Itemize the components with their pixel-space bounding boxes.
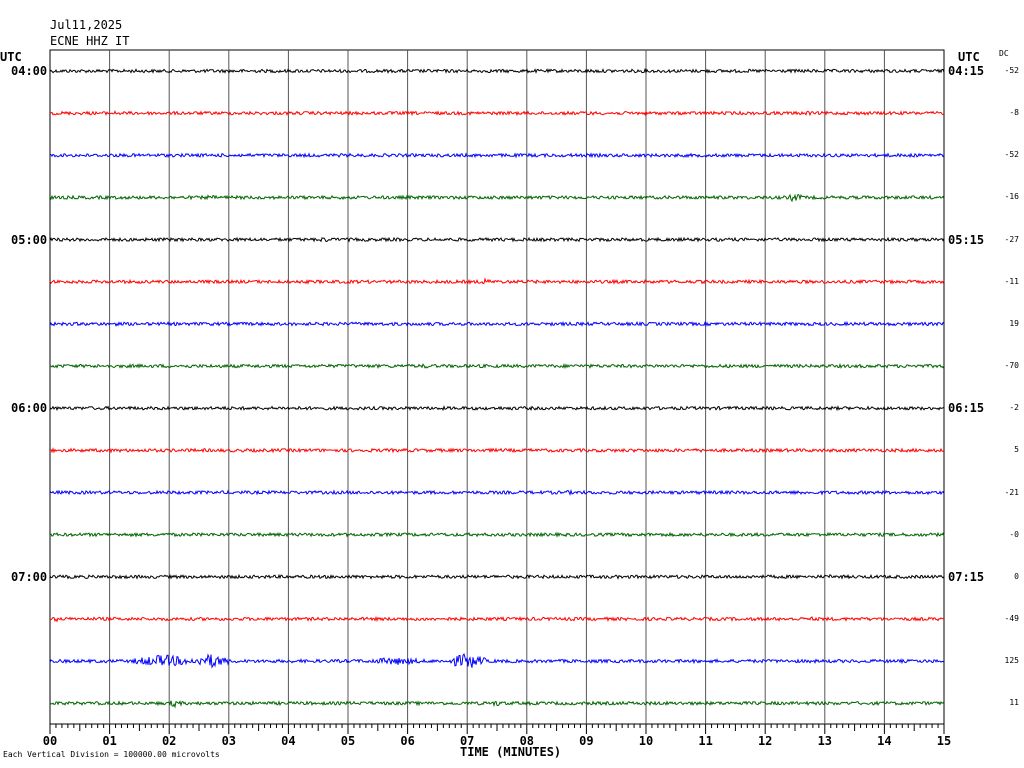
x-tick-label: 07 <box>459 734 475 748</box>
row-dc-offset: -8 <box>1009 108 1019 118</box>
row-dc-offset: -21 <box>1004 487 1019 497</box>
trace-row-8 <box>49 362 945 370</box>
trace-row-13 <box>49 573 945 580</box>
row-end-time: 05:15 <box>948 232 985 247</box>
x-tick-label: 00 <box>42 734 58 748</box>
row-dc-offset: -16 <box>1004 192 1019 202</box>
row-end-time: 07:15 <box>948 569 985 584</box>
x-tick-label: 08 <box>519 734 535 748</box>
x-tick-label: 12 <box>757 734 773 748</box>
row-start-time: 04:00 <box>11 64 48 78</box>
trace-row-4 <box>49 193 945 203</box>
row-dc-offset: -0 <box>1009 529 1019 539</box>
x-tick-label: 10 <box>638 734 654 748</box>
trace-row-2 <box>49 110 945 117</box>
x-tick-label: 11 <box>698 734 713 748</box>
x-tick-label: 03 <box>221 734 237 748</box>
row-end-time: 06:15 <box>948 401 985 416</box>
scale-note: Each Vertical Division = 100000.00 micro… <box>3 750 220 759</box>
plot-frame <box>49 49 945 725</box>
row-dc-offset: -52 <box>1004 66 1019 75</box>
row-dc-offset: -27 <box>1004 234 1019 244</box>
x-tick-label: 04 <box>281 734 296 748</box>
trace-row-7 <box>49 320 945 327</box>
row-dc-offset: -52 <box>1004 150 1019 160</box>
plot-date: Jul11,2025 <box>50 18 123 32</box>
trace-row-12 <box>49 531 945 538</box>
row-dc-offset: -49 <box>1004 613 1019 623</box>
x-tick-label: 13 <box>817 734 833 748</box>
row-dc-offset: -70 <box>1004 361 1019 371</box>
row-dc-offset: 0 <box>1014 571 1019 581</box>
x-tick-label: 01 <box>102 734 117 748</box>
trace-row-14 <box>49 615 944 623</box>
dc-label: DC <box>999 49 1009 58</box>
x-tick-label: 06 <box>400 734 415 748</box>
left-utc-label: UTC <box>0 50 22 64</box>
row-start-time: 07:00 <box>11 569 48 584</box>
trace-row-16 <box>49 700 945 709</box>
row-dc-offset: -11 <box>1004 276 1019 286</box>
row-dc-offset: -2 <box>1009 403 1019 413</box>
station-name: ECNE HHZ IT <box>50 34 130 48</box>
row-dc-offset: 5 <box>1014 445 1019 455</box>
x-tick-label: 15 <box>936 734 952 748</box>
row-dc-offset: 11 <box>1009 698 1019 708</box>
x-tick-label: 14 <box>877 734 892 748</box>
row-end-time: 04:15 <box>948 64 985 78</box>
trace-row-10 <box>49 447 945 454</box>
x-tick-label: 02 <box>161 734 177 748</box>
trace-row-3 <box>49 152 945 159</box>
trace-row-9 <box>49 405 945 412</box>
x-tick-label: 05 <box>340 734 356 748</box>
row-start-time: 06:00 <box>11 401 48 416</box>
right-utc-label: UTC <box>958 50 980 64</box>
x-tick-label: 09 <box>579 734 594 748</box>
row-dc-offset: 125 <box>1004 656 1019 666</box>
row-dc-offset: 19 <box>1009 318 1019 328</box>
row-start-time: 05:00 <box>11 232 48 247</box>
trace-row-5 <box>49 236 945 243</box>
trace-row-15 <box>49 653 945 669</box>
x-axis-title: TIME (MINUTES) <box>460 745 562 759</box>
trace-row-11 <box>49 488 945 496</box>
trace-row-1 <box>49 67 945 75</box>
trace-row-6 <box>49 277 945 285</box>
